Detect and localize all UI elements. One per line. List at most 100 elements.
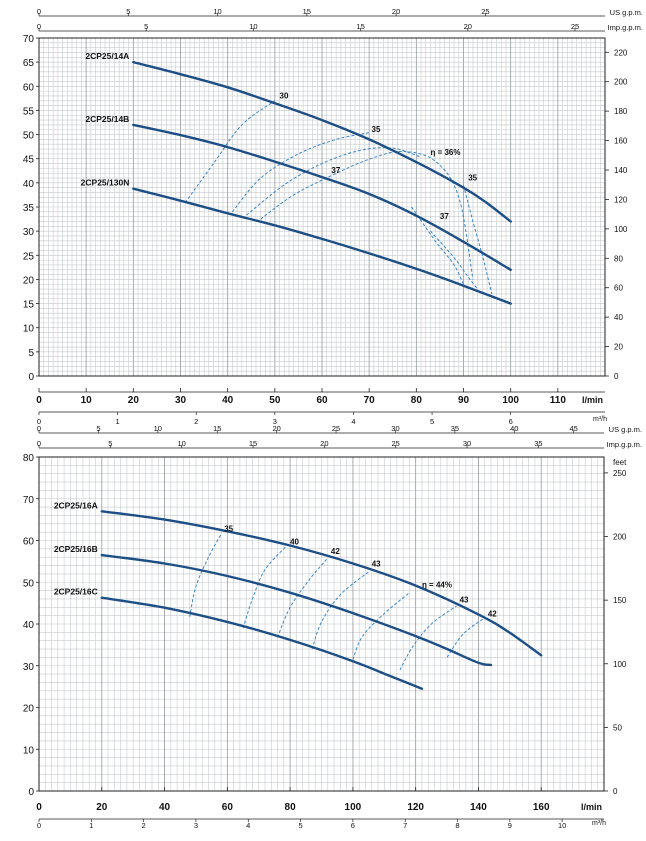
right-tick-label: 0 [613,787,618,796]
m3h-tick-label: 9 [508,821,512,830]
efficiency-label: 37 [331,166,340,175]
top-axis-tick-label: 5 [96,424,100,433]
m3h-unit-label: m³/h [592,820,606,827]
y-tick-label: 10 [23,745,35,756]
top-axis-tick-label: 20 [392,7,400,16]
head-curves: 2CP25/14A 2CP25/14B 2CP25/130N [81,51,512,305]
right-tick-label: 60 [614,284,623,293]
right-tick-label: 200 [613,533,627,542]
efficiency-curve [446,617,486,658]
right-tick-label: 150 [613,596,627,605]
head-curves: 2CP25/16A 2CP25/16B 2CP25/16C [54,500,543,690]
head-curve-line [132,60,512,223]
top-axis-tick-label: 25 [571,22,579,31]
x-axis-unit-label: l/min [582,395,603,405]
chart-panel-top: 0510152025303540455055606570020406080100… [23,7,643,426]
m3h-tick-label: 5 [298,821,302,830]
series-label: 2CP25/16B [54,544,98,554]
top-axis-unit-label: US g.p.m. [610,8,643,17]
m3h-unit-label: m³/h [593,416,607,423]
efficiency-label: 43 [372,559,381,568]
x-tick-label: 70 [364,395,376,406]
top-axis-tick-label: 10 [213,7,221,16]
right-tick-label: 100 [613,660,627,669]
top-axis-tick-label: 15 [249,439,257,448]
top-axis-tick-label: 5 [126,7,130,16]
x-tick-label: 60 [222,802,234,813]
top-axis-tick-label: 20 [272,424,280,433]
x-tick-label: 80 [411,395,423,406]
top-axis-tick-label: 0 [37,439,41,448]
top-axis-tick-label: 10 [178,439,186,448]
y-tick-label: 25 [23,251,35,262]
m3h-tick-label: 3 [194,821,198,830]
x-tick-label: 90 [458,395,470,406]
top-axis-unit-label: US g.p.m. [609,425,642,434]
y-tick-label: 10 [23,324,35,335]
x-tick-label: 30 [175,395,187,406]
top-axis-tick-label: 5 [144,22,148,31]
y-tick-label: 40 [23,179,35,190]
m3h-tick-label: 2 [194,417,198,426]
x-tick-label: 50 [269,395,281,406]
top-axis-tick-label: 20 [464,22,472,31]
top-axis-tick-label: 15 [213,424,221,433]
x-tick-label: 40 [222,395,234,406]
m3h-tick-label: 5 [430,417,434,426]
y-tick-label: 35 [23,203,35,214]
head-curve-line [132,123,512,271]
right-axis-label: feet [613,458,627,467]
efficiency-curve [311,571,369,650]
x-tick-label: 0 [36,395,42,406]
y-tick-label: 45 [23,155,35,166]
efficiency-label: 42 [488,609,497,618]
y-tick-label: 60 [23,537,35,548]
y-tick-label: 40 [23,620,35,631]
top-axis-unit-label: Imp.g.p.m. [608,23,643,32]
y-tick-label: 50 [23,131,35,142]
m3h-tick-label: 6 [509,417,513,426]
efficiency-curve [189,533,222,617]
efficiency-label: 30 [280,91,289,100]
right-tick-label: 20 [614,343,623,352]
top-axis-tick-label: 10 [249,22,257,31]
y-tick-label: 30 [23,227,35,238]
efficiency-curve [277,557,329,638]
m3h-tick-label: 1 [116,417,120,426]
efficiency-label: 42 [331,547,340,556]
efficiency-curve [232,132,370,213]
efficiency-label: 35 [224,524,233,533]
top-axis-tick-label: 0 [37,424,41,433]
efficiency-curve [352,592,410,660]
y-tick-label: 80 [23,453,35,464]
m3h-tick-label: 10 [558,821,566,830]
series-label: 2CP25/14B [85,114,129,124]
right-tick-label: 220 [614,48,628,57]
x-tick-label: 120 [407,802,424,813]
efficiency-curve [411,206,464,285]
top-axis-tick-label: 0 [37,22,41,31]
head-curve-line [100,510,543,657]
right-tick-label: 140 [614,166,628,175]
efficiency-label: η = 36% [430,148,460,157]
y-tick-label: 20 [23,275,35,286]
m3h-tick-label: 3 [273,417,277,426]
head-curve-line [132,187,512,305]
head-curve-line [100,553,493,667]
top-axis-tick-label: 30 [463,439,471,448]
efficiency-label: 37 [440,212,449,221]
m3h-tick-label: 6 [351,821,355,830]
right-tick-label: 50 [613,723,622,732]
top-axis-tick-label: 25 [481,7,489,16]
efficiency-curve [430,230,479,290]
top-axis-tick-label: 45 [570,424,578,433]
m3h-tick-label: 7 [403,821,407,830]
top-axis-tick-label: 0 [37,7,41,16]
y-tick-label: 65 [23,58,35,69]
x-tick-label: 20 [128,395,140,406]
right-tick-label: 80 [614,254,623,263]
y-tick-label: 30 [23,662,35,673]
top-axis-tick-label: 25 [332,424,340,433]
y-tick-label: 55 [23,106,35,117]
